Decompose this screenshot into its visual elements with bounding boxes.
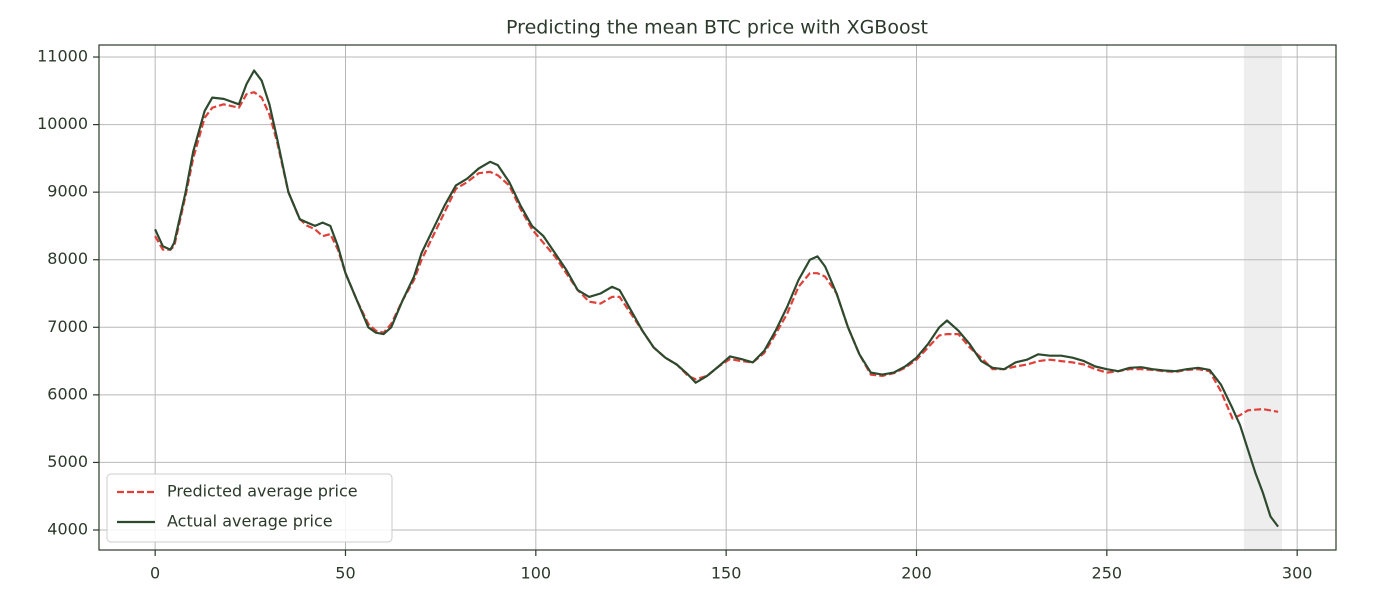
x-tick-label: 250 [1092, 564, 1123, 583]
x-tick-label: 50 [335, 564, 355, 583]
line-series [154, 69, 1279, 528]
x-tick-label: 300 [1282, 564, 1313, 583]
x-tick-label: 100 [521, 564, 552, 583]
y-tick-label: 5000 [47, 452, 88, 471]
x-tick-label: 200 [901, 564, 932, 583]
chart-title: Predicting the mean BTC price with XGBoo… [506, 17, 928, 39]
legend-box [106, 473, 393, 543]
shaded-span [1243, 45, 1282, 550]
y-tick-label: 9000 [47, 182, 88, 201]
x-tick-label: 150 [711, 564, 742, 583]
x-tick-label: 0 [150, 564, 160, 583]
y-tick-label: 6000 [47, 384, 88, 403]
legend-label: Actual average price [167, 512, 333, 531]
plot-frame [98, 44, 1337, 551]
y-tick-label: 7000 [47, 317, 88, 336]
legend-label: Predicted average price [167, 482, 358, 501]
y-tick-label: 8000 [47, 249, 88, 268]
y-tick-label: 10000 [37, 114, 88, 133]
y-tick-label: 4000 [47, 520, 88, 539]
y-tick-label: 11000 [37, 47, 88, 66]
